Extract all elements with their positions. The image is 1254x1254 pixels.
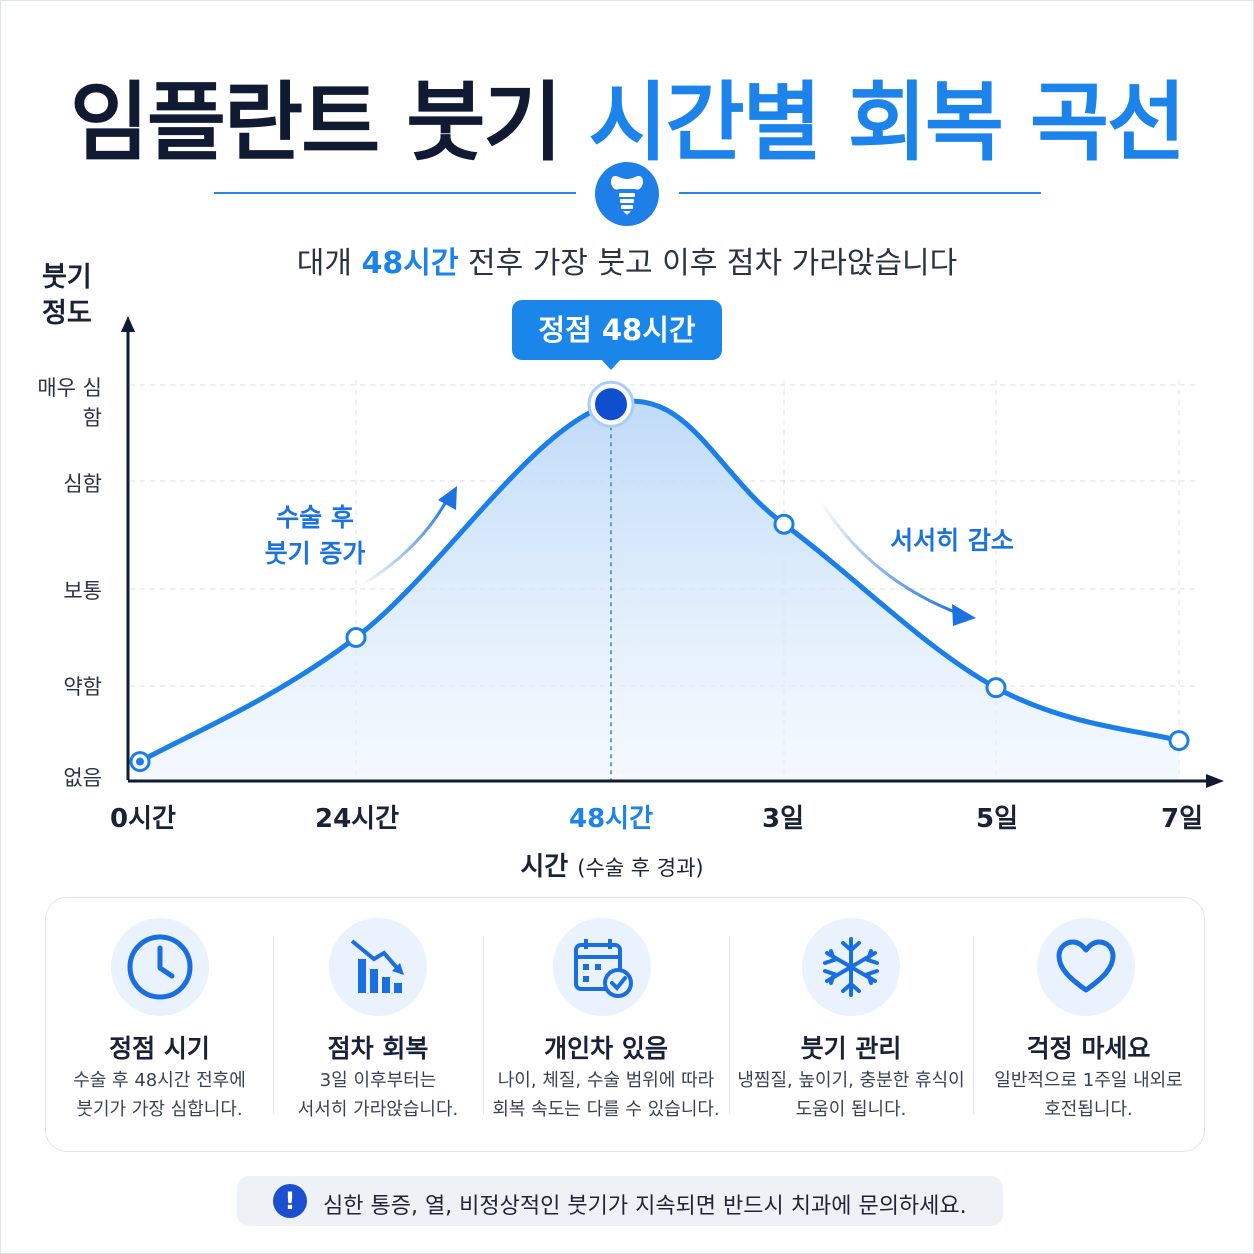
data-point — [985, 677, 1007, 699]
data-point — [773, 513, 795, 535]
warning-text: 심한 통증, 열, 비정상적인 붓기가 지속되면 반드시 치과에 문의하세요. — [323, 1194, 967, 1219]
y-axis-title-line2: 정도 — [42, 298, 92, 329]
card-title: 걱정 마세요 — [1026, 1034, 1151, 1063]
data-point — [1168, 730, 1190, 752]
clock-icon — [111, 918, 209, 1016]
point-inner — [136, 757, 144, 766]
annotation-increase-line1: 수술 후 — [276, 503, 354, 532]
annotation-increase: 수술 후 붓기 증가 — [235, 500, 395, 572]
y-axis-arrow — [121, 316, 135, 332]
y-axis-title: 붓기 정도 — [42, 260, 92, 332]
card-desc-line: 일반적으로 1주일 내외로 — [994, 1070, 1183, 1091]
card-title: 점차 회복 — [327, 1034, 429, 1063]
data-point — [129, 751, 151, 773]
y-axis-title-line1: 붓기 — [42, 262, 92, 293]
y-tick-label: 심함 — [63, 472, 102, 496]
y-tick-label: 약함 — [63, 675, 102, 699]
card-desc-line: 호전됩니다. — [1044, 1099, 1133, 1120]
subtitle-highlight: 48시간 — [361, 246, 459, 281]
increase-arrow-head — [438, 486, 457, 510]
point-marker — [985, 677, 1007, 699]
card-divider — [973, 936, 974, 1114]
card-desc-line: 나이, 체질, 수술 범위에 따라 — [497, 1070, 715, 1091]
x-tick-label: 0시간 — [110, 804, 176, 834]
y-tick-label: 없음 — [63, 766, 102, 790]
card-desc-line: 도움이 됩니다. — [795, 1099, 907, 1120]
title-divider-right — [679, 192, 1041, 194]
x-tick-label: 3일 — [761, 804, 804, 834]
chart-subtitle: 대개 48시간 전후 가장 붓고 이후 점차 가라앉습니다 — [0, 238, 1254, 282]
y-tick-label: 보통 — [63, 579, 102, 603]
card-title: 붓기 관리 — [800, 1034, 902, 1063]
x-tick-label: 5일 — [975, 804, 1018, 834]
card-divider — [729, 936, 730, 1114]
page-title: 임플란트 붓기 시간별 회복 곡선 — [0, 52, 1254, 177]
exclamation-icon: ! — [273, 1184, 307, 1218]
data-points — [129, 380, 1190, 773]
point-marker — [773, 513, 795, 535]
x-tick-label-highlight: 48시간 — [568, 804, 654, 834]
x-tick-label: 24시간 — [314, 804, 400, 834]
card-desc-line: 회복 속도는 다를 수 있습니다. — [492, 1099, 720, 1120]
card-desc-line: 서서히 가라앉습니다. — [297, 1099, 459, 1120]
y-tick-label: 매우 심함 — [37, 376, 102, 430]
data-point-peak — [587, 380, 635, 428]
annotation-increase-line2: 붓기 증가 — [264, 539, 366, 568]
x-tick-label: 7일 — [1160, 804, 1203, 834]
peak-label: 정점 48시간 — [512, 300, 722, 360]
card-title: 정점 시기 — [109, 1034, 210, 1063]
annotation-decrease: 서서히 감소 — [890, 526, 1014, 555]
card-desc-line: 3일 이후부터는 — [319, 1070, 437, 1091]
title-part1: 임플란트 붓기 — [69, 73, 563, 173]
dental-implant-icon — [595, 162, 659, 226]
card-title: 개인차 있음 — [544, 1034, 668, 1063]
increase-arrow — [359, 497, 450, 588]
card-desc-line: 수술 후 48시간 전후에 — [73, 1070, 246, 1091]
snowflake-icon — [802, 918, 900, 1016]
data-point — [345, 627, 367, 648]
decrease-arrow — [818, 499, 961, 616]
card-desc-line: 냉찜질, 높이기, 충분한 휴식이 — [737, 1070, 965, 1091]
subtitle-post: 전후 가장 붓고 이후 점차 가라앉습니다 — [458, 246, 958, 281]
decreasing-bar-chart-icon — [329, 918, 427, 1016]
title-part2: 시간별 회복 곡선 — [588, 73, 1186, 173]
x-axis-title-main: 시간 — [520, 852, 569, 882]
card-desc-line: 붓기가 가장 심합니다. — [76, 1099, 243, 1120]
peak-dot — [595, 388, 627, 421]
x-axis-arrow — [1206, 774, 1224, 788]
x-axis-title-note: (수술 후 경과) — [577, 856, 704, 880]
point-marker — [345, 627, 367, 648]
x-axis-title: 시간 (수술 후 경과) — [0, 846, 1224, 883]
peak-label-pointer — [600, 358, 622, 370]
point-marker — [1168, 730, 1190, 752]
area-fill — [140, 401, 1179, 780]
warning-banner: ! 심한 통증, 열, 비정상적인 붓기가 지속되면 반드시 치과에 문의하세요… — [237, 1176, 1003, 1226]
card-divider — [273, 936, 274, 1114]
decrease-arrow-head — [952, 604, 976, 626]
subtitle-pre: 대개 — [296, 246, 362, 281]
calendar-check-icon — [553, 918, 651, 1016]
title-divider-left — [214, 192, 576, 194]
heart-icon — [1037, 918, 1135, 1016]
card-divider — [483, 936, 484, 1114]
